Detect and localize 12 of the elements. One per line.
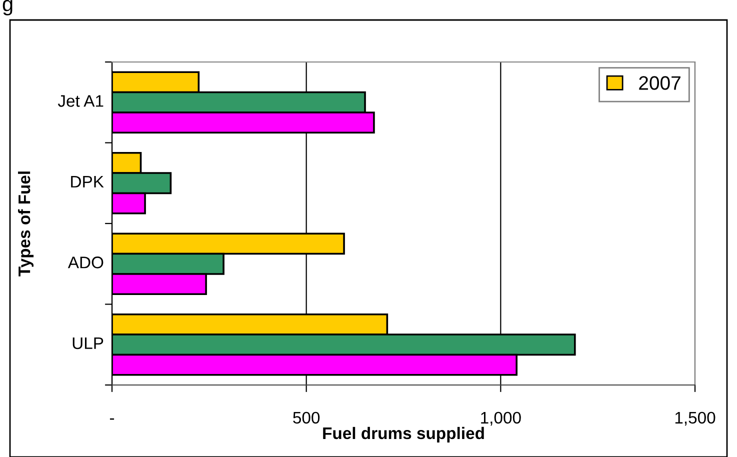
y-tick-label: ULP: [72, 337, 104, 350]
y-tick-label: Jet A1: [58, 95, 104, 107]
x-tick-label: -: [110, 418, 114, 420]
y-tick-label: DPK: [71, 176, 104, 188]
x-tick-label: 1,000: [481, 412, 521, 426]
y-tick-label: ADO: [68, 256, 104, 268]
y-axis-title: Types of Fuel: [18, 172, 34, 276]
legend-label: 2007: [639, 76, 680, 90]
x-axis-title: Fuel drums supplied: [323, 426, 484, 442]
x-tick-label: 1,500: [675, 412, 716, 426]
x-tick-label: 500: [293, 412, 320, 424]
chart-title: g: [2, 0, 12, 16]
